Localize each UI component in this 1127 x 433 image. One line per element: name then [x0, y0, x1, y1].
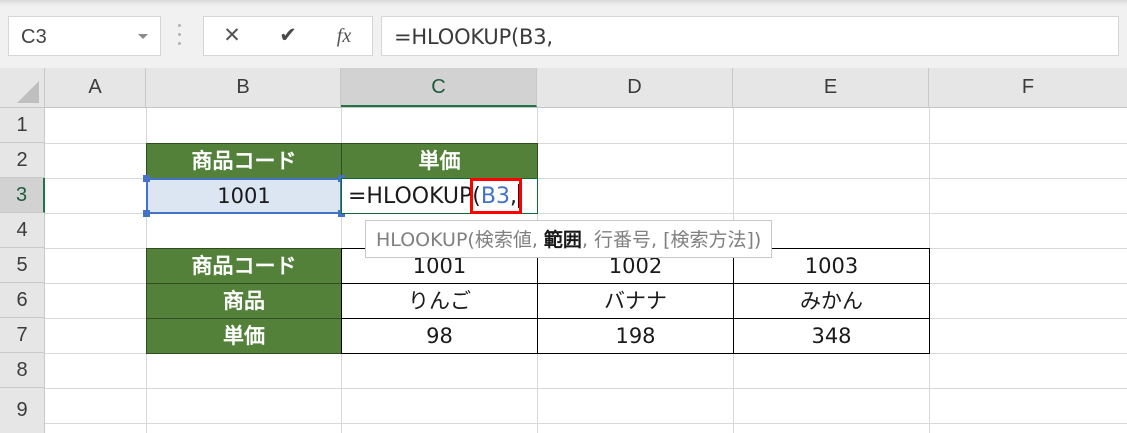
grid-line [45, 178, 1127, 179]
column-header-e[interactable]: E [733, 68, 929, 107]
column-header-d[interactable]: D [537, 68, 733, 107]
tooltip-prefix: HLOOKUP(検索値, [376, 229, 544, 251]
formula-bar: C3 ✕ ✔ fx =HLOOKUP(B3, [0, 0, 1127, 68]
row-header-1[interactable]: 1 [0, 108, 45, 143]
row-header-6[interactable]: 6 [0, 283, 45, 318]
row-header-9[interactable]: 9 [0, 388, 45, 433]
cell-d6[interactable]: バナナ [537, 283, 734, 319]
cell-e6[interactable]: みかん [733, 283, 930, 319]
column-header-c[interactable]: C [341, 68, 537, 107]
cell-c3-editing[interactable]: =HLOOKUP(B3, [341, 178, 538, 214]
formula-token-reference: B3 [480, 183, 510, 209]
column-header-f[interactable]: F [929, 68, 1127, 107]
chevron-down-icon[interactable] [138, 34, 148, 39]
cell-b5[interactable]: 商品コード [146, 248, 342, 284]
cell-b3[interactable]: 1001 [146, 178, 342, 214]
grid-line [45, 388, 1127, 389]
grid-line [45, 213, 1127, 214]
row-header-5[interactable]: 5 [0, 248, 45, 283]
insert-function-icon[interactable]: fx [336, 25, 352, 47]
select-all-triangle-icon [17, 81, 39, 103]
text-caret [517, 184, 520, 208]
formula-action-buttons: ✕ ✔ fx [203, 16, 373, 56]
cell-b7[interactable]: 単価 [146, 318, 342, 354]
column-header-b[interactable]: B [146, 68, 341, 107]
formula-input[interactable]: =HLOOKUP(B3, [381, 16, 1119, 56]
select-all-corner[interactable] [0, 68, 45, 107]
spreadsheet-grid[interactable]: A B C D E F 1 2 3 4 5 6 7 8 9 商品コード 単価 1… [0, 68, 1127, 433]
cell-d7[interactable]: 198 [537, 318, 734, 354]
cell-c7[interactable]: 98 [341, 318, 538, 354]
selection-handle-bl[interactable] [143, 210, 150, 217]
cancel-icon[interactable]: ✕ [223, 24, 241, 47]
confirm-check-icon[interactable]: ✔ [279, 24, 297, 47]
tooltip-active-arg: 範囲 [543, 229, 582, 251]
cell-c2[interactable]: 単価 [341, 143, 538, 179]
formula-token-function: =HLOOKUP( [348, 183, 481, 209]
row-header-8[interactable]: 8 [0, 353, 45, 388]
row-header-4[interactable]: 4 [0, 213, 45, 248]
grid-line [45, 143, 1127, 144]
name-box-value: C3 [21, 26, 47, 48]
row-header-3[interactable]: 3 [0, 178, 45, 213]
function-argument-tooltip: HLOOKUP(検索値, 範囲, 行番号, [検索方法]) [365, 220, 773, 258]
name-box[interactable]: C3 [8, 16, 161, 56]
window-top-shadow [0, 0, 1127, 6]
formula-token-comma: , [509, 183, 517, 209]
cell-e7[interactable]: 348 [733, 318, 930, 354]
cell-b2[interactable]: 商品コード [146, 143, 342, 179]
selection-handle-tl[interactable] [143, 175, 150, 182]
cell-c6[interactable]: りんご [341, 283, 538, 319]
grid-line [45, 423, 1127, 424]
formula-bar-divider-dots [178, 24, 182, 48]
row-header-7[interactable]: 7 [0, 318, 45, 353]
formula-input-value: =HLOOKUP(B3, [394, 25, 553, 49]
tooltip-suffix: , 行番号, [検索方法]) [581, 229, 762, 251]
row-header-2[interactable]: 2 [0, 143, 45, 178]
cell-b6[interactable]: 商品 [146, 283, 342, 319]
column-header-a[interactable]: A [45, 68, 146, 107]
